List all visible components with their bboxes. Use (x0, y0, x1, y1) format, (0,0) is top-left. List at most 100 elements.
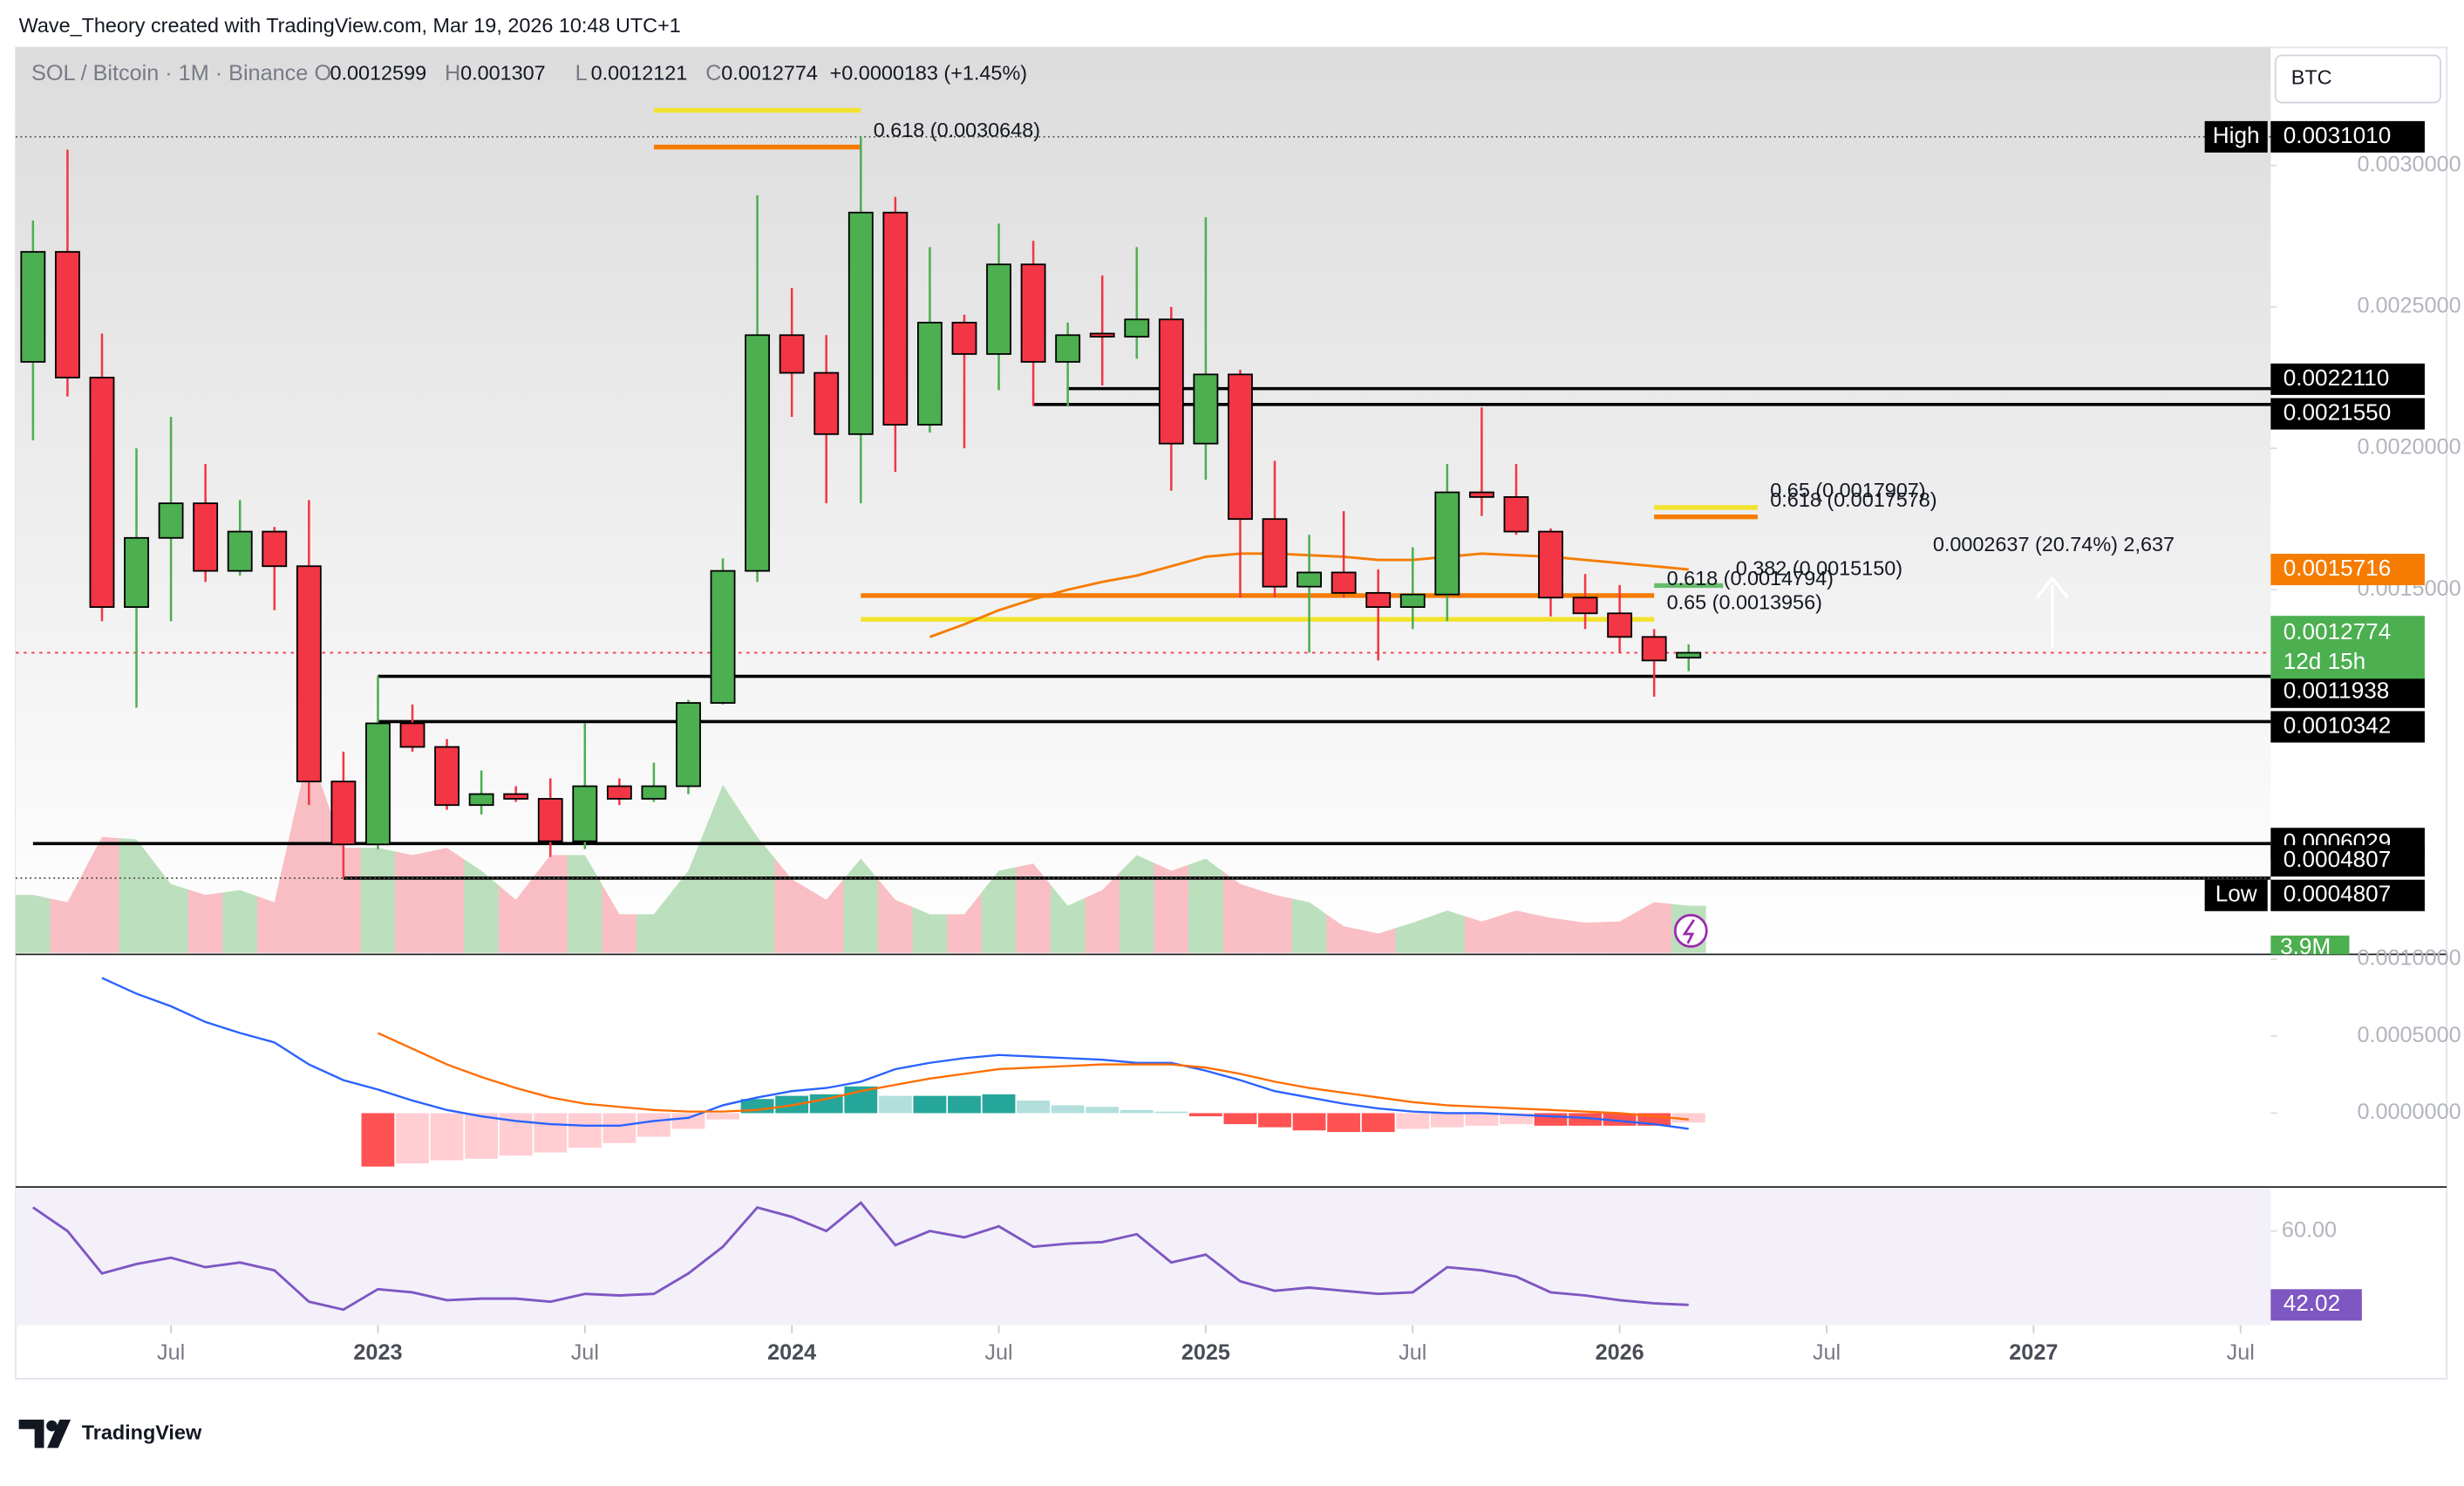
x-tick-label: 2024 (767, 1340, 816, 1365)
candle-body (296, 565, 322, 783)
volume-area (1602, 911, 1637, 953)
macd-histogram-bar (1292, 1113, 1326, 1131)
price-label-box (2270, 676, 2425, 708)
x-tick-label: Jul (1399, 1340, 1426, 1365)
x-tick-label: 2027 (2009, 1340, 2058, 1365)
macd-histogram-bar (1258, 1113, 1291, 1128)
volume-area (1533, 914, 1569, 953)
currency-box[interactable] (2274, 54, 2441, 104)
symbol-title: SOL / Bitcoin · 1M · Binance (31, 61, 308, 85)
volume-area (1464, 916, 1500, 953)
volume-area (1637, 902, 1672, 953)
volume-area (947, 892, 982, 953)
price-label: 0.0011938 (2284, 678, 2390, 704)
y-tick-label: 0.0005000 (2357, 1023, 2461, 1047)
rsi-label: 42.02 (2284, 1290, 2340, 1316)
main-pane (16, 47, 2271, 955)
candle-body (1434, 491, 1460, 596)
candle-body (1365, 591, 1392, 608)
candle-body (1607, 612, 1633, 638)
candle-body (399, 722, 425, 748)
volume-area (739, 810, 775, 953)
volume-area (1222, 871, 1258, 953)
y-tick-label: 0.0010000 (2357, 945, 2461, 970)
price-label: 0.0004807 (2284, 846, 2391, 872)
macd-histogram-bar (913, 1095, 947, 1114)
legend-key: H (445, 61, 460, 85)
candle-body (1331, 571, 1357, 594)
price-label-box (2270, 616, 2425, 679)
volume-area (636, 892, 671, 953)
candle-body (1158, 318, 1184, 445)
volume-area (85, 836, 119, 953)
candle-body (330, 780, 357, 846)
macd-histogram-bar (430, 1113, 464, 1161)
candle-body (1297, 571, 1323, 588)
volume-area (429, 848, 465, 953)
volume-area (291, 750, 327, 953)
volume-label: 3.9M (2280, 933, 2331, 959)
credit: Wave_Theory created with TradingView.com… (19, 14, 681, 37)
volume-area (981, 867, 1017, 953)
price-label-box (2270, 363, 2425, 395)
price-label-box (2270, 879, 2425, 911)
candle-body (606, 785, 632, 800)
price-label: 0.0021550 (2284, 399, 2391, 425)
volume-area (878, 879, 913, 953)
candle-body (641, 785, 667, 800)
candle-body (1641, 636, 1667, 662)
macd-histogram-bar (637, 1113, 670, 1137)
price-label: 0.0004807 (2284, 881, 2391, 907)
fib-label: 0.382 (0.0015150) (1736, 557, 1902, 580)
legend-key: C (705, 61, 721, 85)
volume-area (1499, 910, 1534, 953)
volume-area (1360, 928, 1396, 953)
volume-area (602, 884, 637, 953)
candle-body (1228, 373, 1253, 521)
candle-body (1572, 596, 1598, 615)
tag-box (2204, 120, 2268, 153)
volume-area (912, 907, 948, 953)
candle-body (434, 746, 459, 807)
macd-histogram-bar (1223, 1113, 1257, 1125)
price-label-box (2270, 845, 2425, 877)
tag-label: High (2213, 122, 2260, 148)
volume-area (1395, 917, 1431, 953)
event-icon[interactable] (1673, 913, 1708, 948)
measure-arrow-head (2035, 576, 2070, 599)
macd-histogram-bar (809, 1094, 843, 1114)
macd-histogram-bar (1671, 1113, 1705, 1123)
candle-body (1503, 496, 1529, 533)
x-tick-label: 2023 (353, 1340, 402, 1365)
macd-histogram-bar (1188, 1113, 1222, 1117)
candle-body (20, 250, 46, 363)
y-tick-label: 0.0030000 (2357, 152, 2461, 176)
candle-body (158, 502, 184, 539)
macd-histogram-bar (1120, 1109, 1154, 1114)
fib-label: 0.618 (0.0030648) (874, 119, 1040, 141)
macd-histogram-bar (1569, 1113, 1602, 1126)
candle-body (779, 334, 805, 374)
rsi-line (32, 1201, 1689, 1312)
tag-box (2204, 879, 2268, 911)
price-label: 0.0010342 (2284, 712, 2391, 738)
macd-histogram-bar (1327, 1113, 1361, 1133)
volume-area (119, 838, 154, 953)
macd-line (377, 1032, 1689, 1121)
price-label-box (2270, 554, 2425, 586)
price-label: 0.0031010 (2284, 122, 2391, 148)
fib-label: 0.618 (0.0014794) (1667, 567, 1834, 590)
candle-body (917, 322, 943, 426)
candle-body (1468, 491, 1494, 498)
volume-area (395, 851, 430, 953)
volume-area (1154, 862, 1189, 953)
logo-text: TradingView (82, 1421, 202, 1443)
macd-histogram-bar (1017, 1101, 1051, 1114)
candle-body (537, 798, 563, 842)
logo: TradingView (18, 1419, 202, 1449)
volume-area (1291, 898, 1327, 953)
candle-body (951, 322, 977, 355)
macd-histogram-bar (602, 1113, 636, 1143)
y-tick-label: 0.0025000 (2357, 294, 2461, 318)
